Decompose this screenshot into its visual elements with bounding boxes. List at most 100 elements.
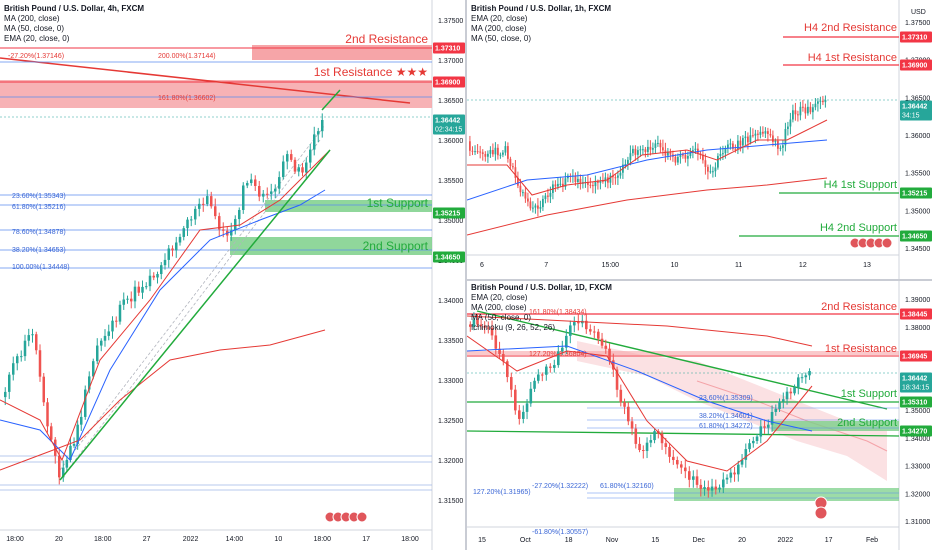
chart-1h-time-tick: 13: [863, 262, 871, 269]
chart-1d-candle: [770, 411, 774, 425]
chart-1h-candle: [722, 153, 724, 155]
trendline-support: [59, 149, 331, 481]
price-4h-badge: [433, 76, 465, 88]
chart-1h-candle: [732, 143, 734, 149]
chart-panel-4h[interactable]: -27.20%(1.37146) 200.00%(1.37144) 161.80%(…: [0, 0, 465, 550]
chart-4h-candle: [167, 248, 170, 260]
chart-4h-canvas[interactable]: -27.20%(1.37146) 200.00%(1.37144) 161.80%(…: [0, 0, 465, 550]
chart-4h-candle: [194, 208, 197, 220]
chart-1d-candle: [699, 484, 703, 489]
chart-1d-candle: [557, 351, 560, 366]
chart-1d-candle: [573, 322, 576, 326]
chart-1h-candle: [507, 146, 509, 159]
chart-1d-candle: [593, 331, 596, 333]
chart-1h-candle: [664, 150, 667, 156]
chart-1d-candle: [565, 335, 568, 348]
chart-1h-candle: [602, 180, 604, 182]
price-axis-4h-tick: 1.32500: [438, 418, 463, 425]
chart-1d-time-tick: 15: [478, 537, 486, 544]
event-flag-icon: [814, 506, 828, 520]
chart-4h-indicator-3: EMA (20, close, 0): [4, 34, 70, 43]
price-4h-badge-label: 1.35215: [435, 211, 460, 218]
chart-1h-candle: [594, 181, 597, 187]
price-axis-1h-tick: 1.35500: [905, 171, 930, 178]
chart-1h-candle: [469, 141, 471, 151]
chart-1d-candle: [774, 408, 778, 412]
chart-1h-candle: [599, 180, 602, 183]
chart-1h-candle: [709, 171, 712, 173]
price-1h-badge-label: 1.34650: [902, 234, 927, 241]
price-1h-badge-label: 1.35215: [902, 191, 927, 198]
chart-4h-candle: [222, 229, 225, 231]
chart-4h-candle: [31, 334, 34, 336]
chart-1h-candle: [607, 177, 609, 183]
chart-4h-candle: [69, 445, 72, 460]
chart-1h-candle: [729, 143, 732, 145]
price-axis-1h-tick: 1.36000: [905, 133, 930, 140]
chart-1h-canvas[interactable]: H4 2nd Resistance H4 1st Resistance H4 1st…: [467, 0, 932, 279]
price-axis-1d-tick: 1.35000: [905, 408, 930, 415]
chart-1d-candle: [748, 443, 751, 450]
chart-1h-candle: [577, 178, 579, 183]
panel-separator-vertical[interactable]: [465, 0, 467, 550]
chart-4h-time-tick: 27: [143, 536, 151, 543]
sup1-label: H4 1st Support: [824, 179, 897, 191]
chart-1d-candle: [789, 391, 793, 394]
price-axis-1h-tick: 1.37500: [905, 20, 930, 27]
chart-1h-candle: [739, 140, 742, 146]
sup2-line: [467, 430, 900, 437]
chart-1h-candle: [769, 133, 772, 136]
chart-4h-candle: [250, 179, 253, 184]
chart-1h-candle: [679, 154, 682, 157]
chart-1d-candle: [529, 388, 533, 404]
chart-4h-candle: [12, 363, 15, 375]
price-1h-badge: [900, 59, 932, 71]
fib-label: 61.80%(1.34272): [699, 423, 753, 430]
chart-1h-candle: [812, 107, 814, 113]
chart-1d-candle: [707, 487, 710, 491]
res2-label: 2nd Resistance: [821, 301, 897, 313]
chart-1h-candle: [744, 136, 747, 139]
chart-1h-candle: [579, 178, 582, 184]
chart-1d-candle: [608, 348, 611, 361]
chart-1d-candle: [623, 402, 626, 407]
chart-1d-candle: [490, 327, 494, 336]
sup1-label: 1st Support: [367, 196, 429, 210]
price-4h-badge-label: 1.36442: [435, 118, 460, 125]
chart-4h-candle: [182, 228, 185, 237]
chart-1d-candle: [502, 353, 505, 362]
chart-1d-candle: [634, 428, 638, 444]
chart-4h-candle: [309, 149, 312, 163]
chart-1h-candle: [494, 147, 497, 155]
chart-1h-time-tick: 15:00: [602, 262, 620, 269]
chart-1h-candle: [514, 167, 517, 178]
res2-label: H4 2nd Resistance: [804, 22, 897, 34]
price-axis-4h-tick: 1.34000: [438, 298, 463, 305]
chart-1h-candle: [757, 133, 759, 135]
chart-1h-indicator-3: MA (50, close, 0): [471, 34, 532, 43]
chart-1h-candle: [659, 142, 662, 148]
chart-panel-1d[interactable]: 161.80%(1.38434)127.20%(1.36804)23.60%(1…: [467, 281, 932, 550]
res2-zone: [252, 45, 432, 60]
chart-1h-candle: [644, 149, 647, 152]
fib-label: 38.20%(1.34653): [12, 247, 66, 254]
chart-1d-candle: [688, 471, 691, 480]
chart-1d-candle: [680, 464, 683, 468]
chart-panel-1h[interactable]: H4 2nd Resistance H4 1st Resistance H4 1st…: [467, 0, 932, 279]
chart-1h-candle: [677, 156, 679, 163]
chart-1d-canvas[interactable]: 161.80%(1.38434)127.20%(1.36804)23.60%(1…: [467, 281, 932, 550]
price-1h-badge: [900, 31, 932, 43]
chart-1h-candle: [509, 158, 512, 167]
chart-1h-candle: [512, 166, 514, 168]
chart-4h-candle: [160, 265, 163, 275]
chart-4h-candle: [258, 185, 261, 197]
panel-separator-horizontal[interactable]: [467, 279, 932, 281]
chart-1h-candle: [742, 138, 744, 146]
chart-1d-candle: [638, 443, 641, 451]
chart-1h-candle: [519, 185, 522, 193]
price-1d-badge: [900, 308, 932, 320]
fib-label: 23.60%(1.35309): [699, 395, 753, 402]
price-1d-badge-label: 1.36945: [902, 354, 927, 361]
chart-1d-candle: [472, 319, 476, 327]
chart-4h-header: British Pound / U.S. Dollar, 4h, FXCM MA…: [4, 4, 144, 44]
